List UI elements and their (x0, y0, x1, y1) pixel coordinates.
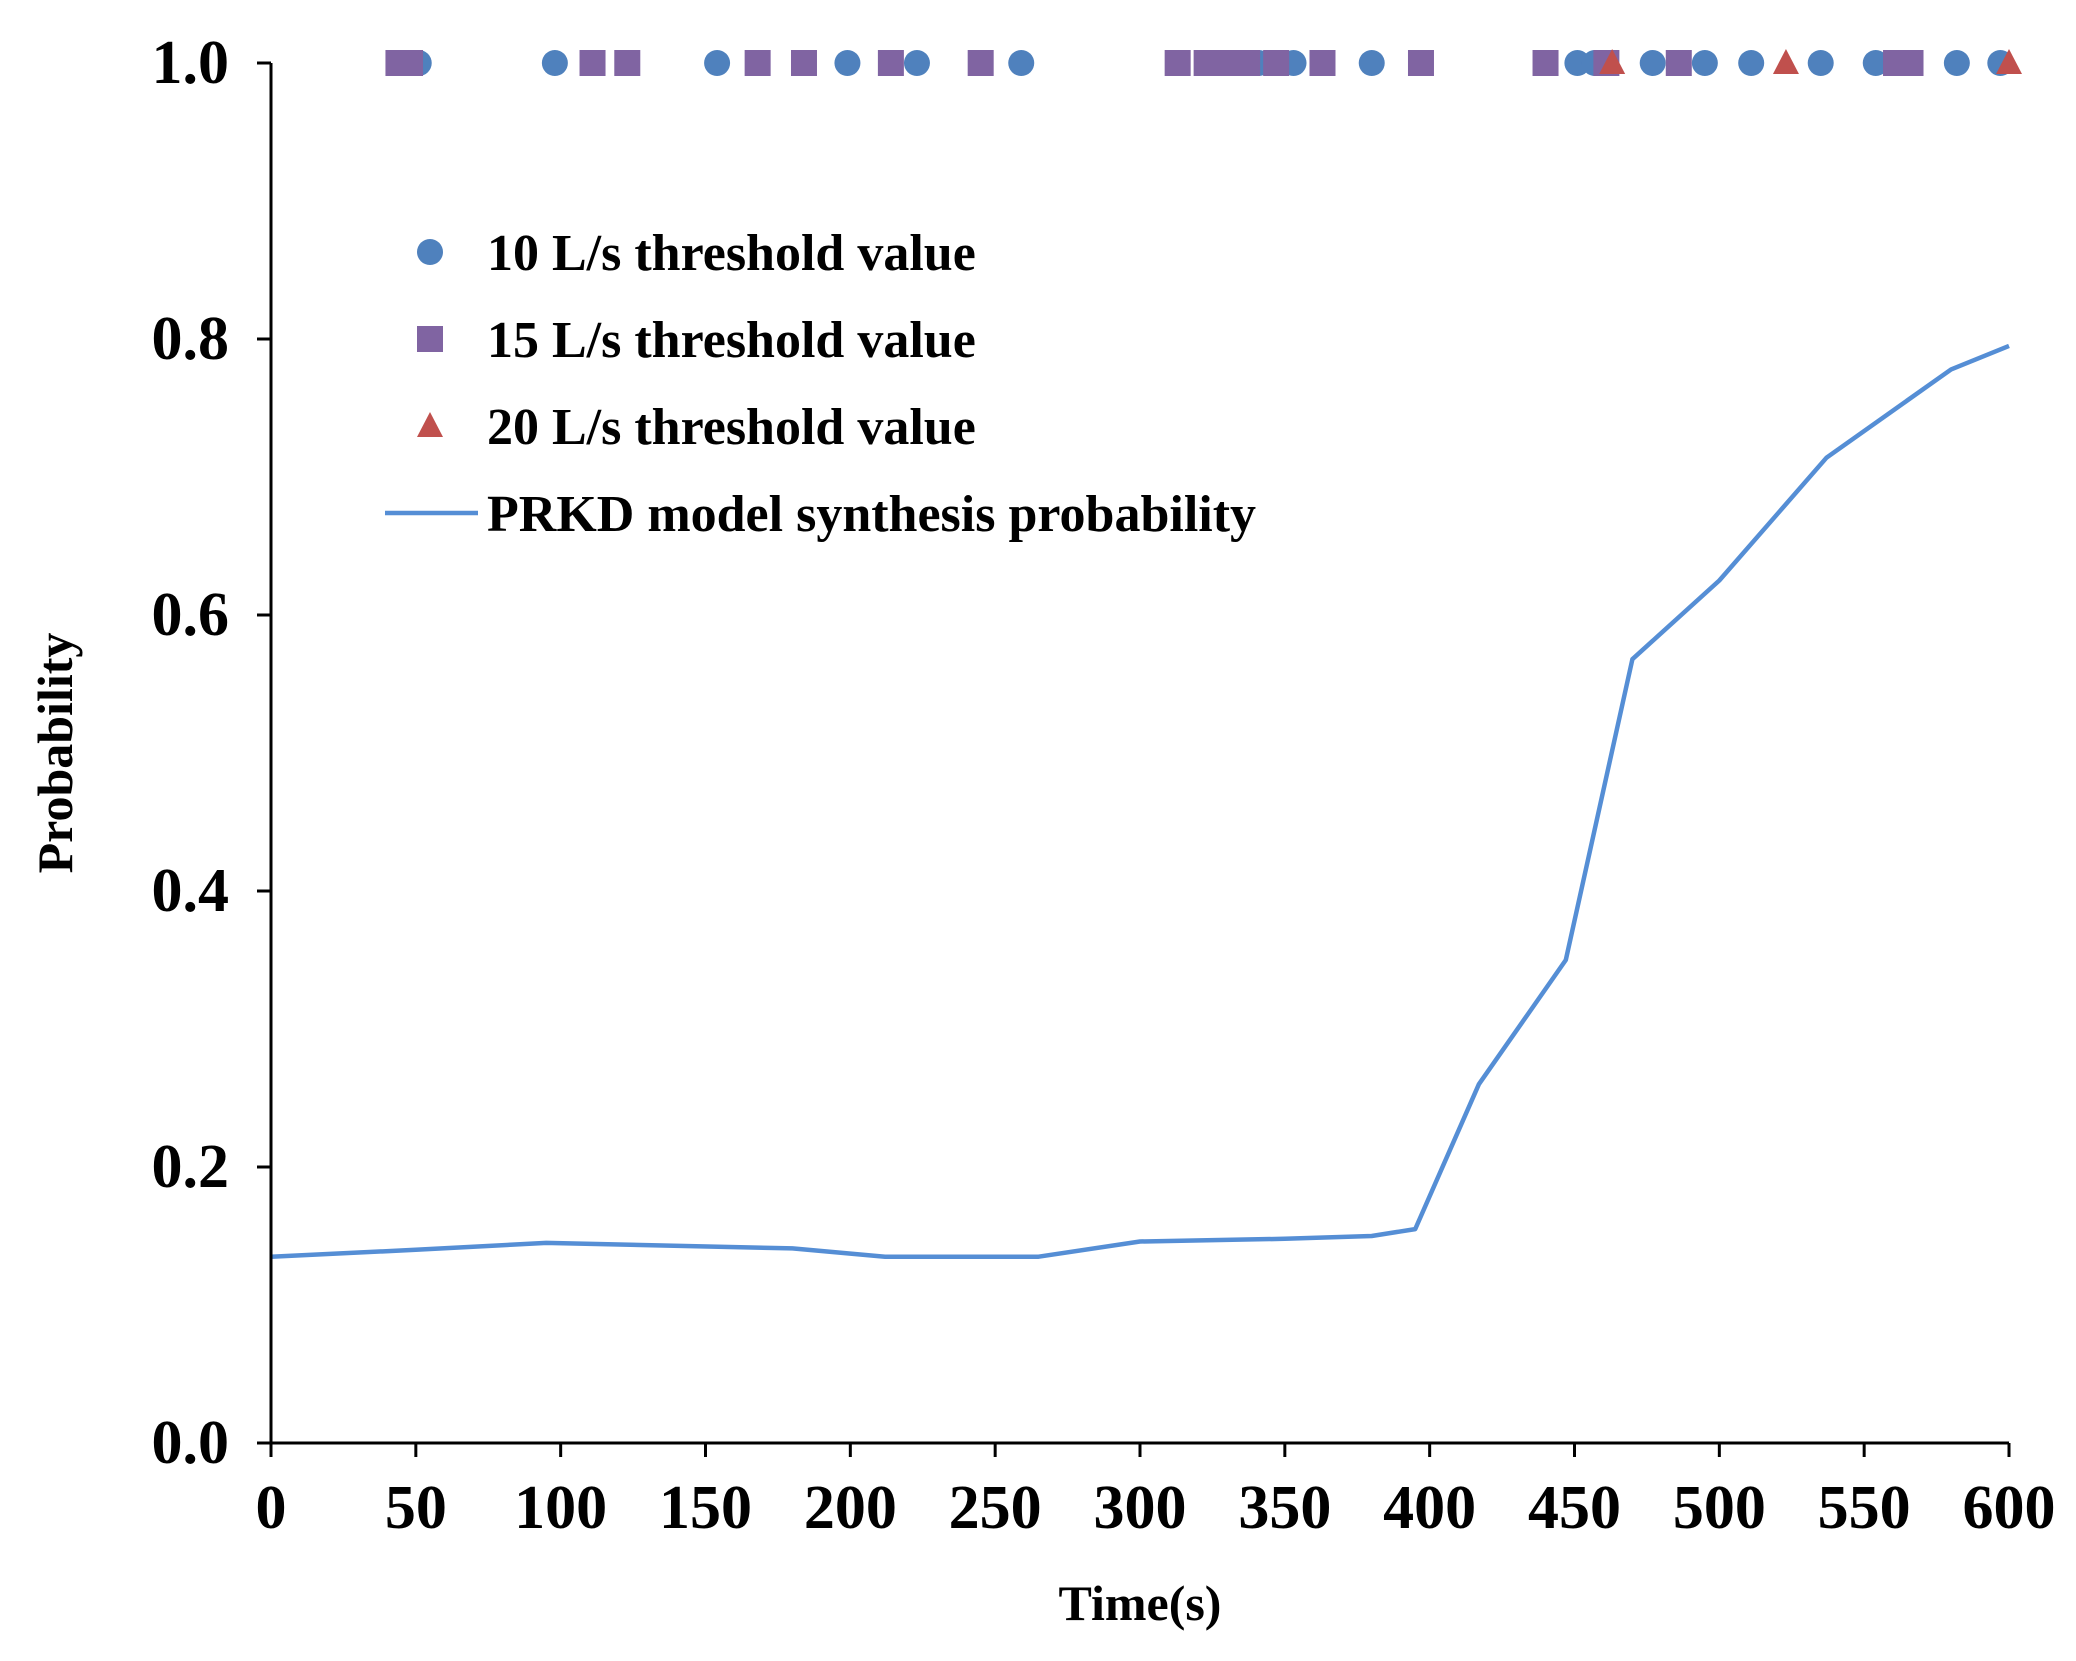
data-point-10-l-s-threshold-value (704, 50, 731, 76)
data-point-15-l-s-threshold-value (744, 50, 771, 76)
data-point-15-l-s-threshold-value (1164, 50, 1191, 76)
data-point-15-l-s-threshold-value (1665, 50, 1692, 76)
data-point-15-l-s-threshold-value (579, 50, 606, 76)
data-point-15-l-s-threshold-value (1897, 50, 1924, 76)
x-axis-title: Time(s) (1059, 1575, 1222, 1631)
series-line-prkd-model-synthesis-probability (270, 343, 2010, 1259)
data-point-20-l-s-threshold-value (1599, 49, 1626, 74)
data-point-20-l-s-threshold-value (1772, 49, 1799, 74)
y-tick-label: 0.4 (152, 857, 230, 925)
data-point-15-l-s-threshold-value (1234, 50, 1261, 76)
x-tick-label: 350 (1238, 1474, 1331, 1542)
data-point-10-l-s-threshold-value (834, 50, 861, 76)
legend-swatch-10-l-s-threshold-value (417, 239, 443, 265)
legend-label-15-l-s-threshold-value: 15 L/s threshold value (487, 312, 976, 369)
data-point-15-l-s-threshold-value (1263, 50, 1290, 76)
x-tick-label: 150 (659, 1474, 752, 1542)
data-point-15-l-s-threshold-value (614, 50, 641, 76)
legend-label-prkd-model-synthesis-probability: PRKD model synthesis probability (487, 486, 1256, 543)
x-tick-label: 450 (1528, 1474, 1621, 1542)
data-point-15-l-s-threshold-value (1309, 50, 1336, 76)
data-point-10-l-s-threshold-value (1738, 50, 1765, 76)
data-point-15-l-s-threshold-value (1407, 50, 1434, 76)
data-point-15-l-s-threshold-value (967, 50, 994, 76)
x-tick-label: 200 (804, 1474, 897, 1542)
y-tick-label: 0.8 (152, 305, 230, 373)
marker-layer (385, 49, 2022, 76)
data-point-10-l-s-threshold-value (1691, 50, 1718, 76)
x-tick-label: 500 (1673, 1474, 1766, 1542)
data-point-10-l-s-threshold-value (541, 50, 568, 76)
x-tick-label: 550 (1818, 1474, 1911, 1542)
data-point-10-l-s-threshold-value (1639, 50, 1666, 76)
data-point-10-l-s-threshold-value (1943, 50, 1970, 76)
legend-swatch-15-l-s-threshold-value (417, 326, 443, 352)
y-tick-label: 0.6 (152, 581, 230, 649)
y-axis-title: Probability (27, 633, 83, 874)
x-tick-label: 0 (256, 1474, 287, 1542)
data-point-15-l-s-threshold-value (790, 50, 817, 76)
y-tick-label: 0.2 (152, 1133, 230, 1201)
x-tick-label: 100 (514, 1474, 607, 1542)
legend-label-20-l-s-threshold-value: 20 L/s threshold value (487, 399, 976, 456)
x-tick-label: 50 (385, 1474, 447, 1542)
data-point-10-l-s-threshold-value (1008, 50, 1035, 76)
data-point-15-l-s-threshold-value (397, 50, 424, 76)
x-tick-label: 600 (1963, 1474, 2056, 1542)
data-point-10-l-s-threshold-value (1807, 50, 1834, 76)
legend: 10 L/s threshold value 15 L/s threshold v… (385, 225, 1256, 543)
data-point-15-l-s-threshold-value (1532, 50, 1559, 76)
legend-swatch-20-l-s-threshold-value (417, 412, 443, 437)
data-point-10-l-s-threshold-value (903, 50, 930, 76)
y-tick-label: 0.0 (152, 1409, 230, 1477)
x-tick-label: 300 (1094, 1474, 1187, 1542)
y-tick-label: 1.0 (152, 29, 230, 97)
data-point-15-l-s-threshold-value (877, 50, 904, 76)
axes-layer: 0 50 100 150 200 250 300 350 400 450 500 550 600 0.0 0… (152, 29, 2056, 1542)
x-tick-label: 250 (949, 1474, 1042, 1542)
x-tick-label: 400 (1383, 1474, 1476, 1542)
data-point-10-l-s-threshold-value (1862, 50, 1889, 76)
legend-label-10-l-s-threshold-value: 10 L/s threshold value (487, 225, 976, 282)
data-point-20-l-s-threshold-value (1996, 49, 2022, 74)
data-point-10-l-s-threshold-value (1358, 50, 1385, 76)
line-layer (270, 343, 2010, 1259)
